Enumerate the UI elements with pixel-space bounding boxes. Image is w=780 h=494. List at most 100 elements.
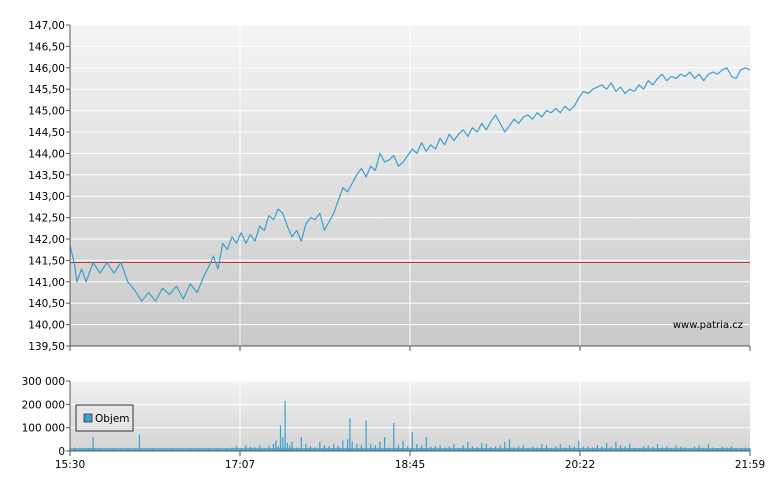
price-tick-label: 142,00 xyxy=(28,234,65,246)
volume-bar xyxy=(87,448,90,451)
price-tick-label: 144,50 xyxy=(28,127,65,139)
volume-bar xyxy=(226,448,228,451)
volume-bar xyxy=(689,448,691,451)
volume-bar xyxy=(615,441,617,451)
volume-bar xyxy=(490,447,492,451)
volume-bar xyxy=(633,447,635,451)
volume-bar xyxy=(277,446,279,451)
volume-bar xyxy=(726,447,728,451)
volume-bar xyxy=(217,448,219,451)
volume-bar xyxy=(582,446,585,451)
volume-bar xyxy=(587,446,589,451)
volume-bar xyxy=(145,448,147,451)
volume-bar xyxy=(661,447,663,451)
volume-bar xyxy=(717,448,719,451)
volume-bar xyxy=(684,447,686,451)
volume-bar xyxy=(81,449,83,451)
time-tick-label: 17:07 xyxy=(225,459,255,471)
volume-legend: Objem xyxy=(75,404,134,432)
volume-bar xyxy=(402,440,404,451)
volume-bar xyxy=(744,447,746,451)
volume-bar xyxy=(254,447,256,451)
volume-bar xyxy=(485,444,487,451)
volume-bar xyxy=(379,441,381,451)
volume-bar xyxy=(407,446,409,451)
volume-bar xyxy=(374,445,376,451)
volume-bar xyxy=(453,444,455,451)
volume-bar xyxy=(592,447,594,451)
volume-bar xyxy=(462,445,464,451)
volume-bar xyxy=(564,447,566,451)
volume-bar xyxy=(495,446,497,451)
volume-bar xyxy=(513,447,515,451)
volume-bar xyxy=(411,432,413,451)
volume-bar xyxy=(467,441,469,451)
volume-bar xyxy=(629,444,631,451)
volume-panel: 0 100 000 200 000 300 000 Objem xyxy=(22,376,751,458)
volume-bar xyxy=(550,447,552,451)
time-tick-label: 20:22 xyxy=(565,459,595,471)
volume-bar xyxy=(323,445,325,451)
volume-bar xyxy=(712,447,714,451)
volume-bar xyxy=(134,449,136,451)
volume-bar xyxy=(707,444,709,451)
volume-bar xyxy=(319,441,321,451)
volume-tick-label: 200 000 xyxy=(22,399,65,411)
price-tick-label: 145,00 xyxy=(28,106,65,118)
volume-bar xyxy=(284,400,286,451)
volume-bar xyxy=(499,445,501,451)
volume-bar xyxy=(670,448,672,451)
volume-bar xyxy=(314,447,316,451)
price-tick-label: 143,50 xyxy=(28,170,65,182)
volume-bar xyxy=(347,439,349,451)
price-series-line xyxy=(69,67,751,302)
price-panel: 139,50 140,00 140,50 141,00 141,50 142,00 142,… xyxy=(28,20,751,353)
price-tick-label: 146,00 xyxy=(28,63,65,75)
volume-bar xyxy=(286,442,288,451)
volume-bar xyxy=(518,446,520,451)
volume-bar xyxy=(300,437,302,451)
volume-bar xyxy=(421,445,423,451)
volume-bar xyxy=(337,445,339,451)
volume-tick-label: 0 xyxy=(58,446,65,458)
volume-bar xyxy=(680,446,682,451)
volume-bar xyxy=(268,445,270,451)
volume-bar xyxy=(152,448,154,451)
volume-baseline-band xyxy=(70,448,750,451)
time-axis: 15:30 17:07 18:45 20:22 21:59 xyxy=(55,346,765,471)
volume-bar xyxy=(504,441,506,451)
price-tick-label: 142,50 xyxy=(28,213,65,225)
volume-bar xyxy=(365,420,367,451)
volume-bar xyxy=(624,446,626,451)
volume-bar xyxy=(113,447,115,451)
volume-bar xyxy=(275,440,277,451)
volume-bar xyxy=(180,448,182,451)
volume-bar xyxy=(425,437,427,451)
time-tick-label: 15:30 xyxy=(55,459,85,471)
price-tick-label: 144,00 xyxy=(28,148,65,160)
volume-bar xyxy=(416,444,418,451)
volume-bar xyxy=(296,447,298,451)
volume-bar xyxy=(289,445,291,451)
volume-bar xyxy=(106,448,108,451)
volume-bar xyxy=(393,423,395,451)
price-tick-label: 139,50 xyxy=(28,341,65,353)
volume-bar xyxy=(235,446,238,451)
volume-bar xyxy=(279,425,282,451)
watermark: www.patria.cz xyxy=(673,320,743,331)
volume-bar xyxy=(559,444,561,451)
volume-bar xyxy=(74,447,76,451)
volume-bar xyxy=(532,446,534,451)
volume-tick-label: 100 000 xyxy=(22,423,65,435)
volume-bar xyxy=(430,446,432,451)
volume-tick-label: 300 000 xyxy=(22,376,65,388)
time-tick-label: 18:45 xyxy=(395,459,425,471)
volume-bar xyxy=(384,437,386,451)
volume-bar xyxy=(643,446,645,451)
volume-bar xyxy=(282,437,284,451)
volume-bar xyxy=(231,447,233,451)
volume-bar xyxy=(328,446,330,451)
volume-bar xyxy=(240,448,242,451)
volume-bar xyxy=(541,444,543,451)
